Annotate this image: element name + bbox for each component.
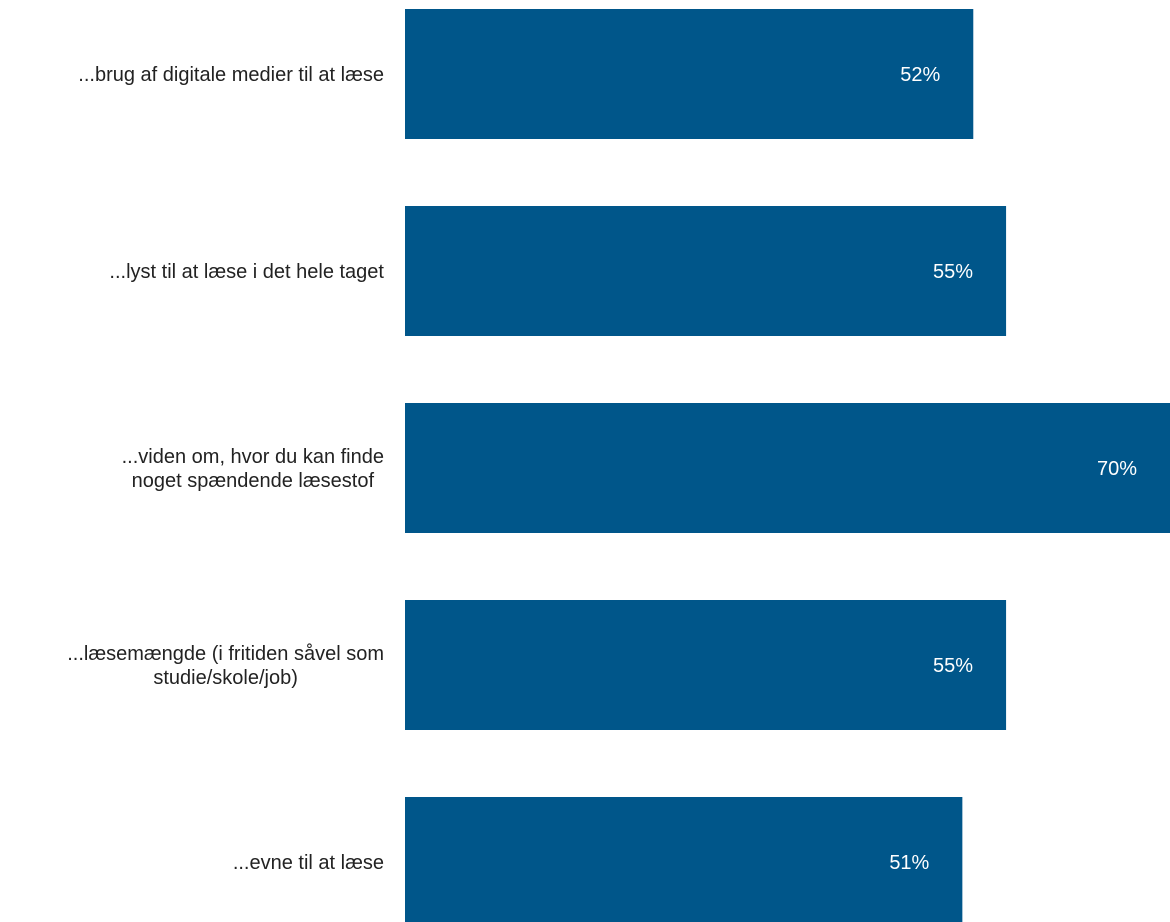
bar-group: 51% ...evne til at læse xyxy=(233,797,963,922)
category-label: ...læsemængde (i fritiden såvel som xyxy=(67,643,384,665)
bar-value-label: 70% xyxy=(1097,458,1137,480)
bar xyxy=(405,9,974,139)
bar-value-label: 51% xyxy=(889,852,929,874)
category-label: ...brug af digitale medier til at læse xyxy=(78,64,384,86)
bar xyxy=(405,206,1007,336)
bar-value-label: 55% xyxy=(933,261,973,283)
category-label: ...evne til at læse xyxy=(233,852,384,874)
bar-value-label: 55% xyxy=(933,655,973,677)
bar-value-label: 52% xyxy=(900,64,940,86)
bar xyxy=(405,600,1007,730)
bar-group: 55% ...lyst til at læse i det hele taget xyxy=(109,206,1007,336)
category-label: ...lyst til at læse i det hele taget xyxy=(109,261,384,283)
category-label: ...viden om, hvor du kan finde xyxy=(122,446,384,468)
bar xyxy=(405,797,963,922)
bar-group: 55% ...læsemængde (i fritiden såvel somst… xyxy=(67,600,1007,730)
category-label: noget spændende læsestof xyxy=(132,470,375,492)
bar xyxy=(405,403,1170,533)
bar-group: 52% ...brug af digitale medier til at læs… xyxy=(78,9,974,139)
category-label: studie/skole/job) xyxy=(153,667,298,689)
